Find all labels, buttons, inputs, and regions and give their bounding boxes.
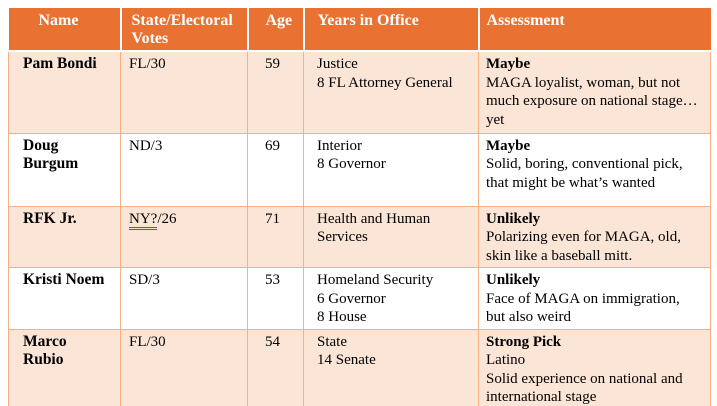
state-text: /26 bbox=[157, 210, 177, 227]
cell-years-in-office: State 14 Senate bbox=[303, 328, 479, 406]
table-row-doug-burgum: Doug Burgum ND/3 69 Interior 8 Governor … bbox=[8, 132, 711, 207]
cabinet-candidates-table: Name State/Electoral Votes Age Years in … bbox=[8, 8, 711, 406]
cell-age: 54 bbox=[247, 328, 304, 406]
column-header-age: Age bbox=[246, 8, 304, 52]
assessment-verdict: Unlikely bbox=[486, 272, 541, 288]
state-text: FL/30 bbox=[129, 56, 166, 72]
assessment-verdict: Strong Pick bbox=[486, 333, 562, 350]
table-row-marco-rubio: Marco Rubio FL/30 54 State 14 Senate Str… bbox=[8, 328, 711, 406]
cell-age: 59 bbox=[247, 50, 304, 134]
table-row-pam-bondi: Pam Bondi FL/30 59 Justice 8 FL Attorney… bbox=[8, 50, 711, 134]
cell-age: 69 bbox=[247, 132, 304, 207]
cell-state: SD/3 bbox=[120, 267, 248, 330]
cell-assessment: Unlikely Polarizing even for MAGA, old, … bbox=[478, 205, 711, 268]
cell-name: Pam Bondi bbox=[8, 50, 121, 134]
cell-assessment: Strong Pick Latino Solid experience on n… bbox=[478, 328, 711, 406]
cell-years-in-office: Interior 8 Governor bbox=[303, 132, 479, 207]
state-text: SD/3 bbox=[129, 272, 160, 288]
cell-name: RFK Jr. bbox=[8, 205, 121, 268]
assessment-note: Face of MAGA on immigration, but also we… bbox=[486, 290, 680, 326]
cell-state: NY?/26 bbox=[120, 205, 248, 268]
assessment-note: MAGA loyalist, woman, but not much expos… bbox=[486, 74, 698, 128]
column-header-years: Years in Office bbox=[302, 8, 479, 52]
cell-years-in-office: Health and Human Services bbox=[303, 205, 479, 268]
state-text: FL/30 bbox=[129, 333, 166, 350]
assessment-verdict: Maybe bbox=[486, 56, 531, 72]
column-header-state: State/Electoral Votes bbox=[119, 8, 248, 52]
cell-name: Doug Burgum bbox=[8, 132, 121, 207]
assessment-note: Latino Solid experience on national and … bbox=[486, 352, 683, 405]
table-row-rfk-jr: RFK Jr. NY?/26 71 Health and Human Servi… bbox=[8, 205, 711, 268]
column-header-name: Name bbox=[8, 8, 121, 52]
cell-assessment: Maybe MAGA loyalist, woman, but not much… bbox=[478, 50, 711, 134]
assessment-verdict: Maybe bbox=[486, 137, 531, 154]
header-row: Name State/Electoral Votes Age Years in … bbox=[8, 8, 711, 52]
cell-name: Kristi Noem bbox=[8, 267, 121, 330]
cell-name: Marco Rubio bbox=[8, 328, 121, 406]
cell-age: 71 bbox=[247, 205, 304, 268]
column-header-assessment: Assessment bbox=[477, 8, 711, 52]
cell-years-in-office: Justice 8 FL Attorney General bbox=[303, 50, 479, 134]
state-text: ND/3 bbox=[129, 137, 163, 154]
cell-age: 53 bbox=[247, 267, 304, 330]
assessment-note: Polarizing even for MAGA, old, skin like… bbox=[486, 229, 681, 264]
cell-assessment: Unlikely Face of MAGA on immigration, bu… bbox=[478, 267, 711, 330]
cell-state: ND/3 bbox=[120, 132, 248, 207]
table-row-kristi-noem: Kristi Noem SD/3 53 Homeland Security 6 … bbox=[8, 267, 711, 330]
cell-years-in-office: Homeland Security 6 Governor 8 House bbox=[303, 267, 479, 330]
assessment-note: Solid, boring, conventional pick, that m… bbox=[486, 156, 683, 191]
cell-state: FL/30 bbox=[120, 328, 248, 406]
grammar-underlined-text: NY? bbox=[129, 210, 158, 230]
cell-state: FL/30 bbox=[120, 50, 248, 134]
cell-assessment: Maybe Solid, boring, conventional pick, … bbox=[478, 132, 711, 207]
assessment-verdict: Unlikely bbox=[486, 210, 541, 227]
